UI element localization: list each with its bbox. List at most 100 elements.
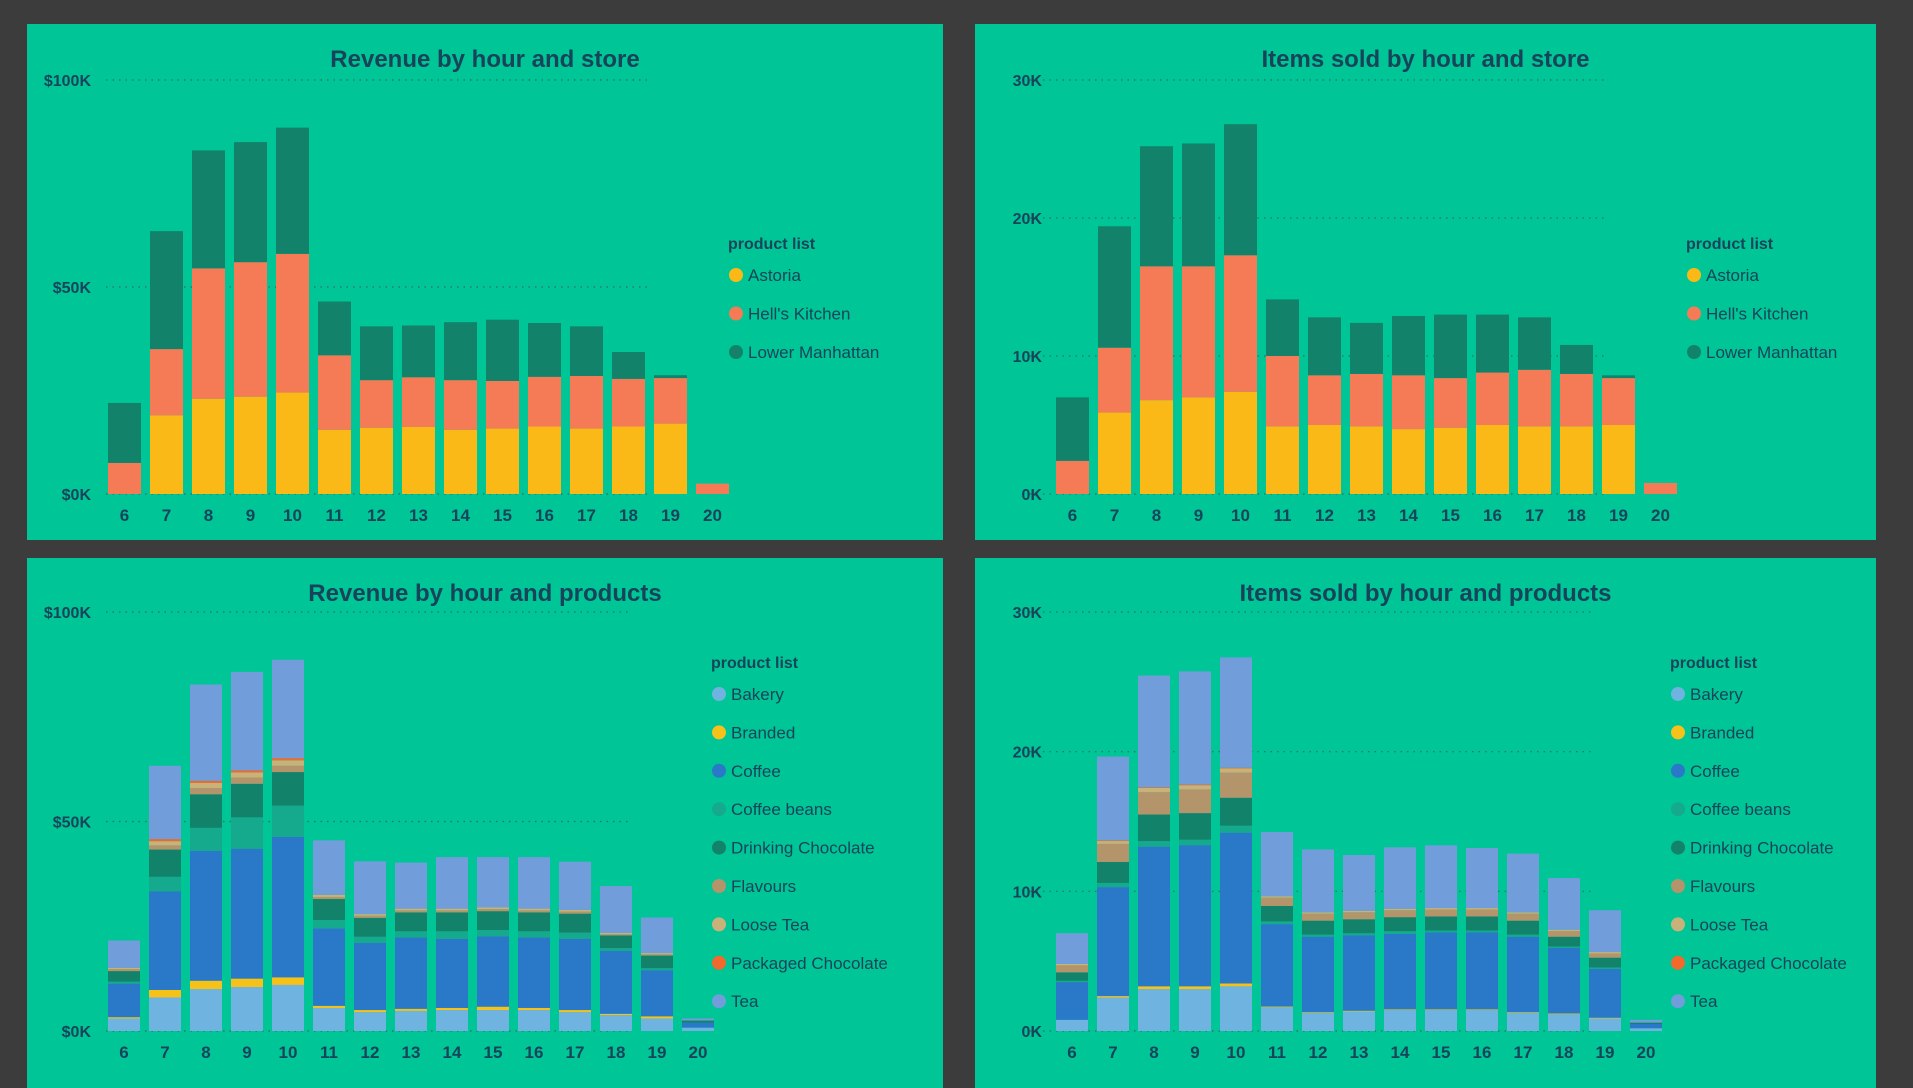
bar-coffee-6: [1056, 982, 1088, 1020]
bar-coffee-beans-17: [559, 932, 591, 939]
bar-coffee-19: [641, 970, 673, 1017]
bar-branded-9: [1179, 986, 1211, 990]
bar-branded-6: [108, 1017, 140, 1019]
legend-swatch-bakery: [712, 687, 726, 701]
bar-loose-tea-10: [272, 760, 304, 766]
bar-branded-10: [272, 977, 304, 985]
bar-loose-tea-16: [1466, 908, 1498, 910]
bar-astoria-15: [486, 428, 519, 494]
x-tick-label: 17: [1525, 506, 1544, 525]
bar-astoria-13: [402, 426, 435, 494]
bar-astoria-10: [1224, 391, 1257, 494]
bar-flavours-12: [1302, 913, 1334, 921]
bar-drinking-chocolate-18: [600, 935, 632, 949]
x-tick-label: 12: [1309, 1043, 1328, 1062]
legend-label-astoria: Astoria: [748, 266, 801, 285]
legend-swatch-flavours: [1671, 879, 1685, 893]
bar-astoria-11: [1266, 426, 1299, 494]
bar-hell-s-kitchen-20: [1644, 482, 1677, 494]
bar-coffee-6: [108, 983, 140, 1018]
x-tick-label: 15: [484, 1043, 503, 1062]
legend-label-loose-tea: Loose Tea: [731, 915, 810, 934]
bar-astoria-16: [1476, 425, 1509, 494]
bar-bakery-15: [1425, 1010, 1457, 1031]
x-tick-label: 16: [525, 1043, 544, 1062]
bar-loose-tea-11: [1261, 896, 1293, 898]
bar-branded-14: [1384, 1009, 1416, 1011]
legend-swatch-coffee: [1671, 763, 1685, 778]
bar-coffee-beans-12: [1302, 934, 1334, 937]
bar-drinking-chocolate-17: [1507, 920, 1539, 935]
x-tick-label: 10: [279, 1043, 298, 1062]
bar-bakery-7: [1097, 997, 1129, 1031]
chart-revenue-by-products: Revenue by hour and products $0K $50K $100K…: [44, 580, 888, 1062]
bar-branded-11: [313, 1005, 345, 1008]
bar-tea-14: [1384, 847, 1416, 909]
bar-astoria-11: [318, 429, 351, 494]
legend-title: product list: [1686, 236, 1774, 253]
bar-loose-tea-13: [1343, 910, 1375, 913]
bar-hell-s-kitchen-13: [402, 377, 435, 427]
bar-packaged-chocolate-10: [1220, 767, 1252, 769]
bar-bakery-15: [477, 1010, 509, 1031]
bar-lower-manhattan-13: [402, 325, 435, 378]
bar-branded-17: [1507, 1012, 1539, 1013]
x-tick-label: 19: [661, 506, 680, 525]
bar-tea-11: [313, 840, 345, 895]
bar-coffee-11: [1261, 924, 1293, 1007]
bar-drinking-chocolate-10: [1220, 797, 1252, 826]
bar-flavours-18: [1548, 931, 1580, 937]
bar-branded-11: [1261, 1006, 1293, 1008]
bar-tea-7: [1097, 756, 1129, 841]
bar-lower-manhattan-14: [444, 322, 477, 381]
x-tick-label: 12: [1315, 506, 1334, 525]
bar-bakery-9: [231, 987, 263, 1031]
x-tick-label: 12: [367, 506, 386, 525]
bar-tea-20: [682, 1018, 714, 1021]
bar-coffee-11: [313, 928, 345, 1006]
bar-astoria-14: [1392, 429, 1425, 494]
bar-coffee-beans-12: [354, 936, 386, 944]
bar-tea-11: [1261, 831, 1293, 897]
legend-swatch-branded: [1671, 725, 1685, 740]
y-tick-label: 0K: [1022, 487, 1043, 504]
bar-coffee-beans-19: [1589, 967, 1621, 969]
bar-bakery-17: [559, 1012, 591, 1031]
bar-hell-s-kitchen-19: [654, 378, 687, 424]
bar-flavours-6: [108, 968, 140, 972]
bar-drinking-chocolate-12: [354, 917, 386, 937]
bar-drinking-chocolate-7: [1097, 862, 1129, 883]
bar-lower-manhattan-11: [318, 301, 351, 356]
bar-coffee-beans-15: [1425, 930, 1457, 933]
chart-title: Items sold by hour and products: [1239, 580, 1611, 607]
chart-revenue-by-store: Revenue by hour and store $0K $50K $100K 6 7 8…: [44, 46, 880, 525]
bar-branded-19: [1589, 1017, 1621, 1019]
bar-bakery-18: [1548, 1014, 1580, 1031]
bar-flavours-19: [1589, 953, 1621, 958]
bar-tea-18: [600, 886, 632, 933]
bar-branded-12: [1302, 1012, 1334, 1013]
legend-swatch-coffee: [712, 763, 726, 778]
bar-drinking-chocolate-16: [1466, 916, 1498, 931]
legend-swatch-drinking-chocolate: [1671, 840, 1685, 855]
bar-drinking-chocolate-20: [682, 1020, 714, 1023]
x-tick-label: 10: [283, 506, 302, 525]
bar-branded-16: [518, 1007, 550, 1011]
legend-label-coffee-beans: Coffee beans: [1690, 800, 1791, 819]
x-tick-label: 6: [120, 506, 129, 525]
bar-coffee-beans-9: [1179, 839, 1211, 846]
x-tick-label: 14: [1399, 506, 1418, 525]
bar-hell-s-kitchen-14: [1392, 375, 1425, 430]
bar-coffee-beans-7: [1097, 882, 1129, 888]
bar-coffee-beans-6: [108, 981, 140, 984]
bar-bakery-10: [272, 984, 304, 1031]
bar-astoria-16: [528, 426, 561, 494]
x-tick-label: 14: [1391, 1043, 1410, 1062]
bar-drinking-chocolate-17: [559, 913, 591, 933]
bar-lower-manhattan-19: [654, 375, 687, 379]
legend-label-branded: Branded: [731, 723, 795, 742]
x-tick-label: 8: [1149, 1043, 1158, 1062]
bar-flavours-17: [1507, 913, 1539, 921]
x-tick-label: 14: [451, 506, 470, 525]
legend-label-bakery: Bakery: [1690, 685, 1743, 704]
